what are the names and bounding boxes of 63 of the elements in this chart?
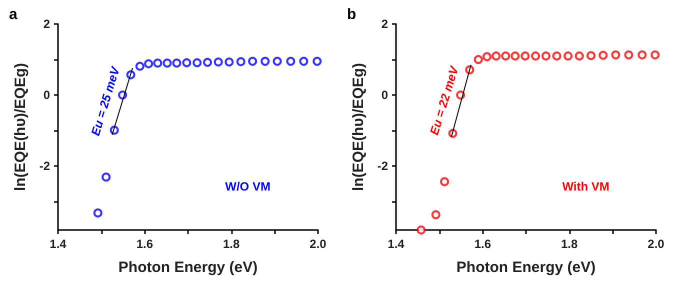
point: [153, 58, 162, 68]
point: [272, 56, 282, 66]
x-tick-label: 2.0: [648, 237, 665, 251]
point: [431, 210, 440, 220]
point: [510, 51, 520, 60]
chart-title: a: [9, 6, 18, 23]
x-tick-label: 1.4: [50, 237, 67, 251]
point: [638, 50, 647, 60]
point: [162, 58, 172, 68]
point: [203, 58, 212, 67]
point: [482, 52, 492, 62]
point: [192, 58, 202, 68]
point: [520, 51, 530, 60]
point: [611, 50, 620, 60]
point: [650, 50, 660, 60]
point: [312, 56, 322, 66]
point: [501, 51, 510, 60]
point: [416, 226, 426, 234]
y-axis-title: ln(EQE(hυ)/EQEg): [350, 63, 367, 191]
point: [224, 58, 234, 66]
x-tick-label: 1.4: [388, 237, 405, 251]
y-axis-title: ln(EQE(hυ)/EQEg): [12, 63, 29, 191]
x-axis-title: Photon Energy (eV): [456, 259, 596, 276]
x-tick-label: 1.6: [474, 237, 492, 251]
y-tick-label: 2: [381, 17, 388, 31]
annotation: Eu = 22 meV: [427, 64, 462, 137]
x-tick-label: 1.6: [136, 237, 154, 251]
x-tick-label: 2.0: [310, 237, 327, 251]
chart-title: b: [347, 6, 356, 23]
point: [531, 51, 540, 60]
point: [574, 51, 584, 60]
point: [564, 51, 573, 60]
x-axis-title: Photon Energy (eV): [118, 259, 258, 276]
y-tick-label: -2: [39, 159, 50, 174]
point: [102, 172, 111, 182]
point: [492, 51, 501, 60]
point: [182, 58, 192, 68]
point: [286, 56, 296, 66]
y-tick-label: -2: [377, 159, 388, 174]
point: [172, 58, 182, 68]
y-tick-label: 0: [381, 88, 388, 102]
text: With VM: [562, 180, 610, 194]
point: [214, 58, 223, 66]
point: [135, 62, 144, 71]
point: [541, 51, 550, 60]
x-tick-label: 1.8: [560, 237, 578, 251]
point: [248, 56, 258, 66]
point: [236, 57, 246, 66]
point: [586, 51, 596, 60]
point: [440, 177, 450, 186]
point: [598, 50, 608, 60]
y-tick-label: 0: [43, 88, 50, 102]
point: [299, 56, 308, 66]
y-tick-label: 2: [43, 17, 50, 31]
text: W/O VM: [225, 180, 270, 194]
point: [260, 56, 270, 66]
point: [93, 208, 102, 218]
point: [144, 59, 154, 68]
point: [552, 51, 562, 60]
x-tick-label: 1.8: [222, 237, 240, 251]
annotation: Eu = 25 meV: [88, 64, 123, 138]
point: [624, 50, 634, 60]
point: [474, 55, 483, 64]
